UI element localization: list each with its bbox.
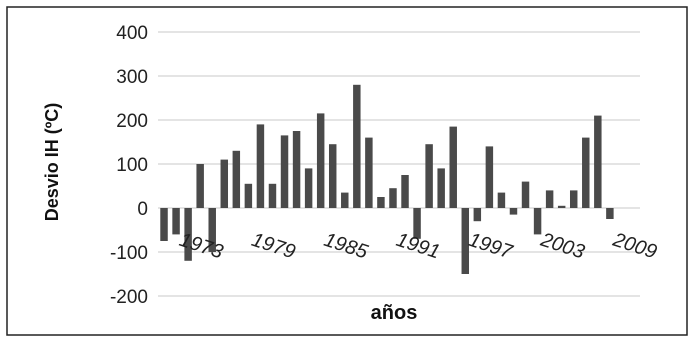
bar-1985: [328, 144, 337, 208]
bar-1994: [437, 168, 445, 208]
bar-2003: [545, 190, 554, 208]
bar-1987: [353, 84, 361, 208]
y-tick-label: -200: [110, 287, 148, 308]
y-axis-ticks: 400 300 200 100 0 -100 -200: [110, 23, 148, 308]
bar-2004: [557, 205, 566, 208]
bar-1988: [365, 137, 373, 208]
bar-2002: [533, 208, 542, 235]
chart-border: [6, 6, 688, 336]
bar-2005: [569, 190, 578, 208]
bar-1984: [316, 113, 325, 208]
bar-1983: [304, 168, 313, 208]
bar-1993: [425, 144, 433, 208]
bar-1992: [413, 208, 421, 239]
bar-2007: [594, 115, 602, 208]
bar-1981: [280, 135, 289, 208]
bars: [160, 84, 614, 274]
bar-1976: [220, 159, 229, 208]
bar-1977: [232, 150, 241, 208]
y-tick-label: 100: [116, 155, 148, 176]
x-axis-title: años: [371, 302, 418, 324]
bar-1979: [256, 124, 265, 208]
bar-1995: [449, 126, 457, 208]
bar-1997: [473, 208, 482, 222]
bar-1971: [160, 208, 168, 241]
bar-1974: [196, 164, 204, 208]
y-tick-label: 300: [116, 67, 148, 88]
bar-2001: [521, 181, 530, 208]
y-tick-label: 400: [116, 23, 148, 44]
bar-1982: [292, 131, 301, 208]
bar-1980: [268, 183, 277, 208]
y-tick-label: 200: [116, 111, 148, 132]
bar-1986: [341, 192, 349, 208]
y-tick-label: 0: [137, 199, 148, 220]
bar-1998: [485, 146, 494, 208]
bar-1973: [184, 208, 192, 261]
bar-1991: [401, 175, 409, 208]
y-tick-label: -100: [110, 243, 148, 264]
bar-1996: [461, 208, 470, 274]
bar-1990: [389, 188, 397, 208]
bar-1975: [208, 208, 216, 252]
bar-1989: [377, 197, 385, 208]
bar-1972: [172, 208, 180, 235]
y-axis-title: Desvio IH (ºC): [42, 103, 62, 222]
bar-2006: [582, 137, 590, 208]
bar-2008: [606, 208, 614, 219]
bar-1999: [497, 192, 506, 208]
bar-1978: [244, 183, 253, 208]
bar-2000: [509, 208, 518, 215]
